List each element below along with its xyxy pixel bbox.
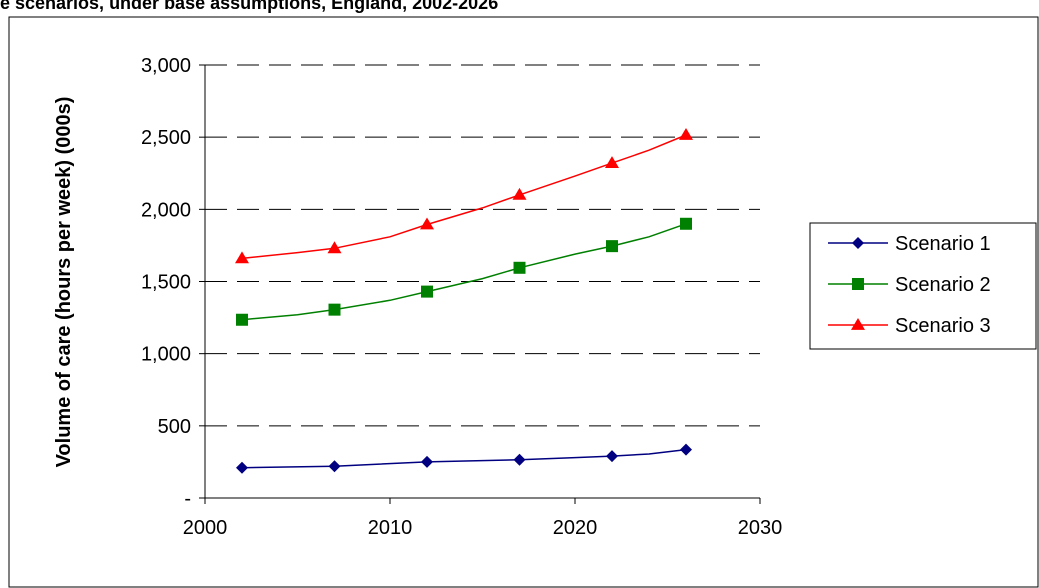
series-2-point-1 xyxy=(328,303,341,316)
series-line-1 xyxy=(241,448,687,469)
chart-frame xyxy=(8,16,1039,588)
x-tick-label-2: 2020 xyxy=(553,517,598,539)
series-1-point-0 xyxy=(236,461,248,474)
series-line-2 xyxy=(241,223,687,321)
y-tick-label-5: 2,500 xyxy=(141,127,191,149)
chart-title: e scenarios, under base assumptions, Eng… xyxy=(0,0,499,13)
series-1-point-3 xyxy=(513,453,526,466)
series-1-point-1 xyxy=(328,460,341,473)
series-3-point-4 xyxy=(605,156,619,169)
y-tick-label-6: 3,000 xyxy=(141,55,191,77)
series-2-point-5 xyxy=(680,217,692,230)
x-tick-label-1: 2010 xyxy=(368,517,413,539)
legend-label-1: Scenario 1 xyxy=(895,233,991,255)
series-2-point-3 xyxy=(513,261,526,274)
x-tick-label-3: 2030 xyxy=(738,517,783,539)
series-3-point-3 xyxy=(512,187,527,200)
legend-marker-1 xyxy=(852,237,864,249)
series-line-3 xyxy=(241,134,687,260)
series-2-point-4 xyxy=(606,240,618,253)
legend-marker-3 xyxy=(851,318,865,330)
series-2-point-2 xyxy=(421,285,433,298)
series-3-point-5 xyxy=(679,128,693,140)
series-3-point-1 xyxy=(327,241,342,254)
legend-label-3: Scenario 3 xyxy=(895,315,991,337)
legend: Scenario 1 Scenario 2 Scenario 3 xyxy=(809,222,1037,350)
y-tick-label-0: - xyxy=(184,488,191,510)
series-group xyxy=(235,128,693,474)
y-axis-label: Volume of care (hours per week) (000s) xyxy=(53,97,75,468)
y-tick-label-3: 1,500 xyxy=(141,272,191,294)
grid-lines xyxy=(205,64,760,427)
series-2-point-0 xyxy=(236,313,248,326)
legend-marker-2 xyxy=(852,278,864,290)
series-1-point-5 xyxy=(680,443,692,456)
legend-box xyxy=(809,222,1037,350)
y-tick-label-4: 2,000 xyxy=(141,199,191,221)
legend-label-2: Scenario 2 xyxy=(895,274,991,296)
axes: - 500 1,000 1,500 2,000 2,500 3,000 2000 2010 202… xyxy=(141,55,782,539)
series-3-point-2 xyxy=(420,217,434,230)
series-3-point-0 xyxy=(235,251,249,264)
x-tick-label-0: 2000 xyxy=(183,517,228,539)
y-tick-label-1: 500 xyxy=(158,416,191,438)
y-tick-label-2: 1,000 xyxy=(141,344,191,366)
series-1-point-2 xyxy=(421,455,433,468)
series-1-point-4 xyxy=(606,450,618,463)
